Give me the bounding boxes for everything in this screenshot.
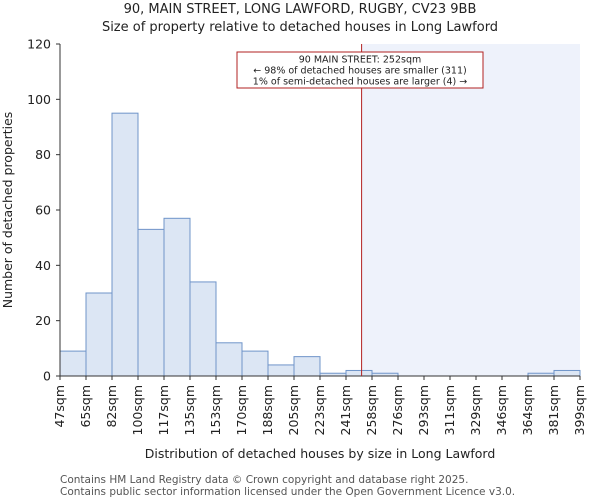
- x-tick-label: 276sqm: [390, 385, 405, 435]
- histogram-bar: [163, 217, 191, 377]
- x-tick-label: 311sqm: [442, 385, 457, 435]
- histogram-bar: [111, 112, 139, 377]
- chart-title-line-1: 90, MAIN STREET, LONG LAWFORD, RUGBY, CV…: [123, 2, 477, 17]
- x-tick-label: 117sqm: [156, 385, 171, 435]
- x-tick-label: 381sqm: [546, 385, 561, 435]
- x-tick-label: 47sqm: [52, 385, 67, 428]
- histogram-bar: [267, 364, 295, 377]
- footer-line-2: Contains public sector information licen…: [60, 486, 516, 498]
- histogram-bar: [293, 356, 321, 377]
- x-tick-label: 258sqm: [364, 385, 379, 435]
- y-axis-label: Number of detached properties: [0, 112, 15, 309]
- footer-line-1: Contains HM Land Registry data © Crown c…: [60, 474, 469, 486]
- x-axis-label: Distribution of detached houses by size …: [145, 446, 496, 461]
- histogram-bar: [189, 281, 217, 377]
- annotation-text-line-2: ← 98% of detached houses are smaller (31…: [253, 66, 466, 77]
- x-tick-label: 205sqm: [286, 385, 301, 435]
- y-tick-label: 80: [35, 147, 51, 162]
- histogram-bar: [241, 350, 269, 377]
- x-tick-label: 100sqm: [130, 385, 145, 435]
- x-tick-label: 223sqm: [312, 385, 327, 435]
- y-tick-label: 0: [43, 369, 51, 384]
- histogram-bar: [215, 342, 243, 377]
- histogram-bar: [85, 292, 113, 377]
- histogram-bar: [345, 369, 373, 377]
- histogram-bar: [137, 228, 165, 377]
- x-tick-label: 135sqm: [182, 385, 197, 435]
- histogram-bar: [59, 350, 87, 377]
- y-tick-label: 60: [35, 203, 51, 218]
- larger-region-shade: [361, 44, 580, 376]
- x-tick-label: 346sqm: [494, 385, 509, 435]
- chart-title-line-2: Size of property relative to detached ho…: [101, 20, 499, 35]
- y-tick-label: 40: [35, 258, 51, 273]
- x-tick-label: 65sqm: [78, 385, 93, 428]
- x-tick-label: 241sqm: [338, 385, 353, 435]
- x-tick-label: 170sqm: [234, 385, 249, 435]
- x-tick-label: 364sqm: [520, 385, 535, 435]
- x-tick-label: 329sqm: [468, 385, 483, 435]
- annotation-text-line-1: 90 MAIN STREET: 252sqm: [299, 55, 422, 66]
- x-tick-label: 293sqm: [416, 385, 431, 435]
- x-tick-label: 82sqm: [104, 385, 119, 428]
- x-tick-label: 188sqm: [260, 385, 275, 435]
- x-tick-label: 153sqm: [208, 385, 223, 435]
- annotation-box: [236, 51, 484, 89]
- x-tick-label: 399sqm: [572, 385, 587, 435]
- histogram-bar: [553, 369, 581, 377]
- y-tick-label: 20: [35, 313, 51, 328]
- y-tick-label: 120: [27, 37, 51, 52]
- annotation-text-line-3: 1% of semi-detached houses are larger (4…: [253, 77, 467, 88]
- y-tick-label: 100: [27, 92, 51, 107]
